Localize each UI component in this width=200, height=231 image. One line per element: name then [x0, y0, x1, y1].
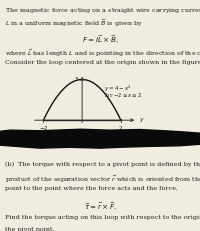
Text: $3$: $3$ — [74, 76, 79, 83]
Text: Consider the loop centered at the origin shown in the figure below.: Consider the loop centered at the origin… — [5, 60, 200, 65]
Text: $-2$: $-2$ — [39, 124, 48, 132]
Text: $\vec{\tau} = \vec{r} \times \vec{F}.$: $\vec{\tau} = \vec{r} \times \vec{F}.$ — [84, 200, 116, 212]
Text: the pivot point.: the pivot point. — [5, 227, 54, 231]
Text: $L$ in a uniform magnetic field $\vec{B}$ is given by: $L$ in a uniform magnetic field $\vec{B}… — [5, 18, 143, 29]
Text: $F = I\vec{L} \times \vec{B},$: $F = I\vec{L} \times \vec{B},$ — [82, 33, 118, 46]
Text: The magnetic force acting on a straight wire carrying current $I$ of length: The magnetic force acting on a straight … — [5, 6, 200, 15]
Text: product of the separation vector $\vec{r}$ which is oriented from the pivot: product of the separation vector $\vec{r… — [5, 174, 200, 185]
Text: point to the point where the force acts and the force,: point to the point where the force acts … — [5, 186, 178, 191]
Text: (b)  The torque with respect to a pivot point is defined by the cross: (b) The torque with respect to a pivot p… — [5, 162, 200, 167]
Text: Find the torque acting on this loop with respect to the origin as: Find the torque acting on this loop with… — [5, 215, 200, 219]
Polygon shape — [0, 129, 200, 148]
Text: $y=4-x^2$: $y=4-x^2$ — [104, 84, 132, 94]
Text: for $-2 \leq x \leq 2$: for $-2 \leq x \leq 2$ — [104, 91, 142, 99]
Text: $2$: $2$ — [118, 124, 123, 132]
Text: $y$: $y$ — [139, 116, 145, 124]
Text: where $\vec{L}$ has length $L$ and is pointing in the direction of the current.: where $\vec{L}$ has length $L$ and is po… — [5, 48, 200, 59]
